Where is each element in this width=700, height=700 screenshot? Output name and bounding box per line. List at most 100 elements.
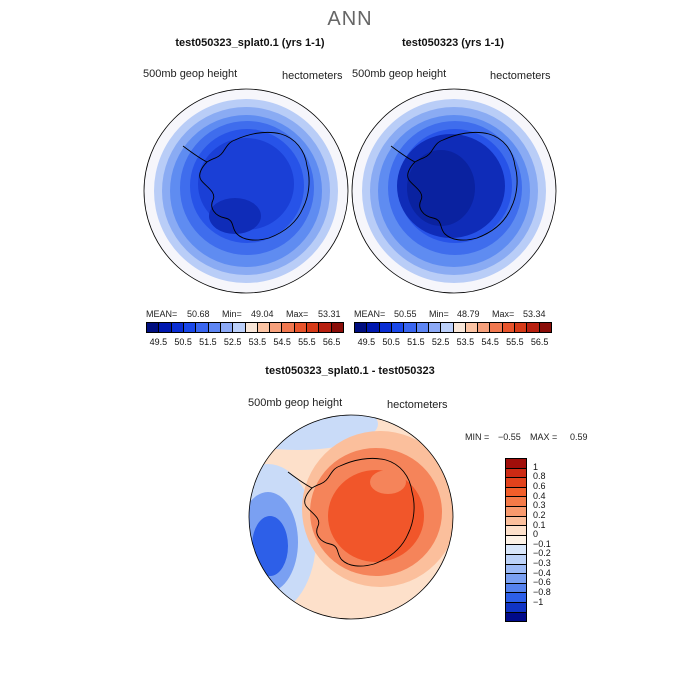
diff-colorbar-tick-label: −1: [533, 596, 544, 607]
diff-panel-variable-label: 500mb geop height: [248, 397, 343, 409]
colorbar-swatch: [502, 323, 516, 332]
diff-colorbar-tick-label: 0.8: [533, 471, 546, 482]
diff-colorbar-swatch: [506, 526, 526, 536]
diff-colorbar-tick-label: 1: [533, 461, 539, 472]
colorbar-swatch: [147, 323, 160, 332]
panel-1-variable-label: 500mb geop height: [143, 68, 238, 80]
colorbar-tick-label: 54.5: [481, 337, 499, 347]
panel-1-max-label: Max=: [286, 309, 309, 319]
colorbar-swatch: [428, 323, 442, 332]
diff-colorbar-tick-label: 0.2: [533, 509, 546, 520]
diff-colorbar-swatch: [506, 602, 526, 613]
diff-polar-map: [248, 414, 454, 620]
colorbar-tick-label: 52.5: [223, 337, 242, 347]
colorbar-swatch: [453, 323, 466, 332]
colorbar-tick-label: 55.5: [506, 337, 524, 347]
colorbar-swatch: [404, 323, 417, 332]
colorbar-swatch: [183, 323, 197, 332]
panel-2-variable-label: 500mb geop height: [352, 68, 447, 80]
diff-antarctica-coastline: [304, 457, 415, 567]
panel-1-polar-map: [143, 88, 349, 294]
colorbar-tick-label: 50.5: [382, 337, 400, 347]
panel-2-mean-value: 50.55: [394, 309, 417, 319]
diff-colorbar-swatch: [506, 468, 526, 479]
panel-1-peninsula-coastline: [182, 145, 208, 163]
panel-1-antarctica-coastline: [199, 131, 310, 241]
diff-colorbar-ticks: 1 0.8 0.6 0.4 0.3 0.2 0.1 0 −0.1 −0.2 −0.3 −0.4 −0.6…: [533, 458, 573, 622]
colorbar-swatch: [282, 323, 295, 332]
diff-colorbar-tick-label: −0.2: [533, 548, 551, 559]
colorbar-tick-label: 52.5: [431, 337, 450, 347]
colorbar-swatch: [331, 323, 343, 332]
panel-2-antarctica-coastline: [407, 131, 518, 241]
colorbar-swatch: [307, 323, 320, 332]
main-title: ANN: [327, 8, 373, 30]
colorbar-tick-label: 50.5: [174, 337, 192, 347]
colorbar-swatch: [257, 323, 271, 332]
diff-colorbar-tick-label: 0.1: [533, 519, 546, 530]
panel-2-mean-label: MEAN=: [354, 309, 386, 319]
panel-2-min-value: 48.79: [457, 309, 480, 319]
diff-colorbar-swatch: [506, 554, 526, 565]
colorbar-swatch: [391, 323, 405, 332]
colorbar-swatch: [220, 323, 234, 332]
diff-colorbar-swatch: [506, 574, 526, 584]
diff-colorbar-swatch: [506, 564, 526, 575]
diff-min-label: MIN =: [465, 432, 490, 442]
diff-colorbar-tick-label: 0: [533, 529, 539, 540]
diff-orange-patch: [370, 470, 406, 494]
colorbar-swatch: [379, 323, 392, 332]
colorbar-swatch: [294, 323, 308, 332]
panel-1-colorbar-ticks: 49.5 50.5 51.5 52.5 53.5 54.5 55.5 56.5: [146, 337, 344, 349]
colorbar-swatch: [319, 323, 332, 332]
diff-colorbar-swatch: [506, 487, 526, 498]
colorbar-swatch: [539, 323, 551, 332]
diff-colorbar-tick-label: 0.6: [533, 480, 546, 491]
colorbar-swatch: [233, 323, 246, 332]
diff-colorbar-tick-label: −0.6: [533, 577, 551, 588]
colorbar-swatch: [527, 323, 540, 332]
diff-colorbar-swatch: [506, 593, 526, 603]
diff-colorbar-tick-label: −0.8: [533, 587, 551, 598]
panel-2-max-value: 53.34: [523, 309, 546, 319]
diff-panel-units-label: hectometers: [387, 399, 448, 411]
diff-colorbar-swatch: [506, 506, 526, 517]
diff-colorbar-swatch: [506, 583, 526, 594]
colorbar-tick-label: 51.5: [199, 337, 217, 347]
colorbar-swatch: [478, 323, 491, 332]
panel-1-mean-label: MEAN=: [146, 309, 178, 319]
diff-colorbar-tick-label: −0.3: [533, 558, 551, 569]
colorbar-swatch: [416, 323, 429, 332]
diff-max-label: MAX =: [530, 432, 558, 442]
diff-red-core: [328, 470, 424, 562]
diff-colorbar: [505, 458, 527, 622]
panel-2-low-center: [407, 150, 475, 226]
colorbar-swatch: [441, 323, 454, 332]
panel-2-colorbar: [354, 322, 552, 333]
panel-1-max-value: 53.31: [318, 309, 341, 319]
panel-2-title: test050323 (yrs 1-1): [401, 37, 505, 49]
panel-1-min-label: Min=: [222, 309, 242, 319]
colorbar-swatch: [245, 323, 258, 332]
panel-2-min-label: Min=: [429, 309, 449, 319]
colorbar-swatch: [355, 323, 368, 332]
colorbar-tick-label: 56.5: [530, 337, 549, 347]
colorbar-tick-label: 54.5: [273, 337, 291, 347]
panel-2-units-label: hectometers: [490, 70, 551, 82]
panel-1-colorbar: [146, 322, 344, 333]
diff-colorbar-swatch: [506, 478, 526, 488]
colorbar-tick-label: 55.5: [298, 337, 316, 347]
diff-colorbar-swatch: [506, 497, 526, 507]
colorbar-tick-label: 53.5: [456, 337, 475, 347]
colorbar-swatch: [196, 323, 209, 332]
colorbar-swatch: [270, 323, 283, 332]
colorbar-swatch: [171, 323, 184, 332]
colorbar-swatch: [490, 323, 503, 332]
panel-2-colorbar-ticks: 49.5 50.5 51.5 52.5 53.5 54.5 55.5 56.5: [354, 337, 552, 349]
diff-min-value: −0.55: [498, 432, 521, 442]
diff-colorbar-swatch: [506, 535, 526, 546]
colorbar-tick-label: 56.5: [322, 337, 341, 347]
colorbar-swatch: [465, 323, 479, 332]
panel-1-units-label: hectometers: [282, 70, 343, 82]
colorbar-tick-label: 53.5: [248, 337, 267, 347]
